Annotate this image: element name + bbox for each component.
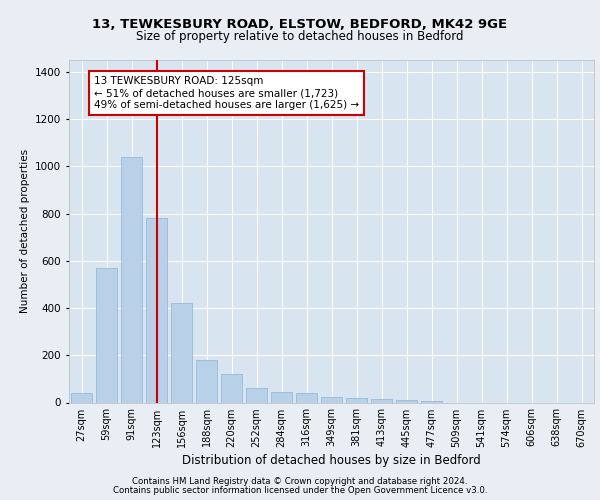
Bar bbox=[371, 399, 392, 402]
Bar bbox=[221, 374, 242, 402]
Bar bbox=[71, 393, 92, 402]
Bar bbox=[246, 388, 267, 402]
Y-axis label: Number of detached properties: Number of detached properties bbox=[20, 149, 29, 314]
Text: 13, TEWKESBURY ROAD, ELSTOW, BEDFORD, MK42 9GE: 13, TEWKESBURY ROAD, ELSTOW, BEDFORD, MK… bbox=[92, 18, 508, 30]
Text: Contains HM Land Registry data © Crown copyright and database right 2024.: Contains HM Land Registry data © Crown c… bbox=[132, 477, 468, 486]
Bar bbox=[146, 218, 167, 402]
Bar bbox=[196, 360, 217, 403]
Bar bbox=[321, 396, 342, 402]
Bar bbox=[121, 157, 142, 402]
Bar bbox=[96, 268, 117, 402]
Text: Size of property relative to detached houses in Bedford: Size of property relative to detached ho… bbox=[136, 30, 464, 43]
Bar bbox=[396, 400, 417, 402]
Text: 13 TEWKESBURY ROAD: 125sqm
← 51% of detached houses are smaller (1,723)
49% of s: 13 TEWKESBURY ROAD: 125sqm ← 51% of deta… bbox=[94, 76, 359, 110]
Bar bbox=[421, 400, 442, 402]
Bar bbox=[296, 393, 317, 402]
Bar bbox=[346, 398, 367, 402]
X-axis label: Distribution of detached houses by size in Bedford: Distribution of detached houses by size … bbox=[182, 454, 481, 467]
Bar bbox=[271, 392, 292, 402]
Bar bbox=[171, 304, 192, 402]
Text: Contains public sector information licensed under the Open Government Licence v3: Contains public sector information licen… bbox=[113, 486, 487, 495]
